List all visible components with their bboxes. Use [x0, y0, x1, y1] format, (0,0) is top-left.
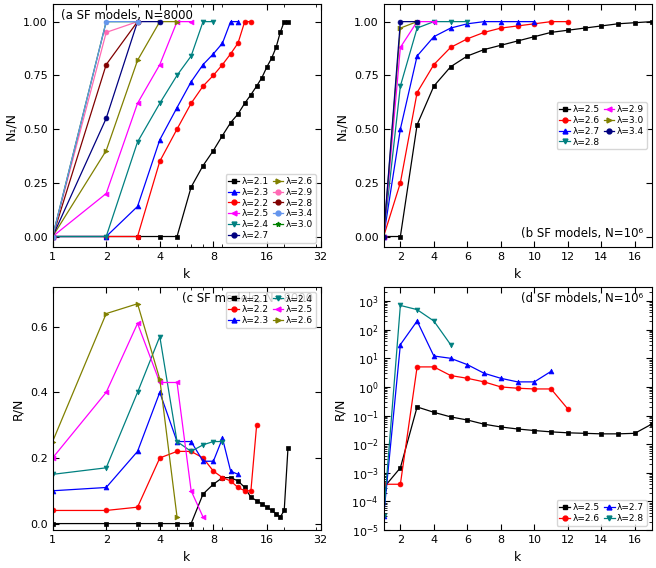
- X-axis label: k: k: [514, 550, 522, 563]
- Y-axis label: N₁/N: N₁/N: [5, 112, 18, 140]
- Text: (d SF models, N=10⁶: (d SF models, N=10⁶: [522, 292, 644, 305]
- Legend: λ=2.1, λ=2.3, λ=2.2, λ=2.5, λ=2.4, λ=2.7, λ=2.6, λ=2.9, λ=2.8, λ=3.4, λ=3.0: λ=2.1, λ=2.3, λ=2.2, λ=2.5, λ=2.4, λ=2.7…: [226, 174, 316, 243]
- Legend: λ=2.5, λ=2.6, λ=2.7, λ=2.8, λ=2.9, λ=3.0, λ=3.4: λ=2.5, λ=2.6, λ=2.7, λ=2.8, λ=2.9, λ=3.0…: [556, 102, 647, 149]
- Text: (b SF models, N=10⁶: (b SF models, N=10⁶: [522, 227, 644, 240]
- Y-axis label: N₁/N: N₁/N: [335, 112, 348, 140]
- Text: (a SF models, N=8000: (a SF models, N=8000: [60, 9, 192, 22]
- X-axis label: k: k: [183, 268, 190, 281]
- X-axis label: k: k: [183, 550, 190, 563]
- X-axis label: k: k: [514, 268, 522, 281]
- Text: (c SF models, N=8000: (c SF models, N=8000: [182, 292, 312, 305]
- Y-axis label: R/N: R/N: [11, 398, 24, 420]
- Y-axis label: R/N: R/N: [333, 398, 346, 420]
- Legend: λ=2.5, λ=2.6, λ=2.7, λ=2.8: λ=2.5, λ=2.6, λ=2.7, λ=2.8: [557, 500, 647, 525]
- Legend: λ=2.1, λ=2.2, λ=2.3, λ=2.4, λ=2.5, λ=2.6: λ=2.1, λ=2.2, λ=2.3, λ=2.4, λ=2.5, λ=2.6: [226, 292, 316, 328]
